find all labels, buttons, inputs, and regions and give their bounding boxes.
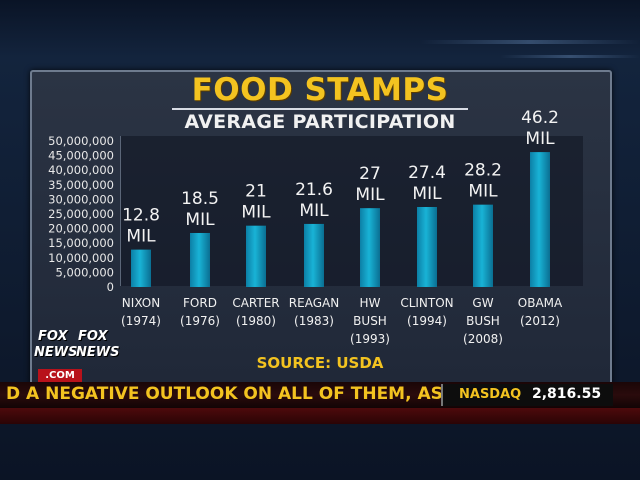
category-label: (1993) — [350, 332, 390, 346]
source-label: SOURCE: USDA — [256, 354, 384, 372]
category-label: OBAMA — [518, 296, 563, 310]
value-labels: 12.8MIL18.5MIL21MIL21.6MIL27MIL27.4MIL28… — [122, 108, 559, 247]
value-label: MIL — [525, 129, 555, 149]
y-tick-label: 25,000,000 — [48, 207, 114, 221]
background-streak — [420, 40, 640, 44]
value-label: 18.5 — [181, 189, 219, 209]
bar — [473, 204, 493, 287]
y-tick-label: 20,000,000 — [48, 222, 114, 236]
category-label: (1974) — [121, 314, 161, 328]
category-label: HW — [360, 296, 381, 310]
category-label: BUSH — [353, 314, 387, 328]
ticker-headline: D A NEGATIVE OUTLOOK ON ALL OF THEM, AS … — [6, 384, 468, 404]
bar — [530, 152, 550, 287]
title-divider — [172, 108, 468, 110]
category-label: GW — [472, 296, 493, 310]
logo-word-fox: FOX — [78, 329, 108, 344]
category-label: BUSH — [466, 314, 500, 328]
y-tick-label: 10,000,000 — [48, 251, 114, 265]
value-label: MIL — [126, 227, 156, 247]
y-tick-label: 45,000,000 — [48, 149, 114, 163]
value-label: 27.4 — [408, 163, 446, 183]
logo-dot-com: .COM — [38, 369, 82, 382]
category-label: FORD — [183, 296, 217, 310]
category-label: (1976) — [180, 314, 220, 328]
category-label: (1980) — [236, 314, 276, 328]
value-label: 46.2 — [521, 108, 559, 128]
y-tick-label: 40,000,000 — [48, 163, 114, 177]
y-tick-label: 5,000,000 — [55, 265, 114, 279]
bars — [131, 152, 550, 287]
y-axis: 05,000,00010,000,00015,000,00020,000,000… — [48, 134, 114, 294]
value-label: MIL — [241, 203, 271, 223]
bar — [131, 249, 151, 287]
category-label: (2012) — [520, 314, 560, 328]
category-label: (1983) — [294, 314, 334, 328]
logo-word-fox: FOX — [38, 329, 68, 344]
logo-word-news: NEWS — [76, 345, 120, 360]
market-index-value: 2,816.55 — [532, 386, 602, 402]
y-tick-label: 30,000,000 — [48, 192, 114, 206]
bar — [417, 206, 437, 287]
value-label: MIL — [468, 182, 498, 202]
value-label: MIL — [299, 201, 329, 221]
x-axis-labels: NIXON (1974) FORD (1976) CARTER (1980) REAGAN (… — [121, 296, 563, 346]
bar — [246, 225, 266, 287]
chart-title: FOOD STAMPS — [191, 72, 449, 108]
category-label: NIXON — [122, 296, 160, 310]
bar — [360, 208, 380, 287]
ticker-bottom-bar — [0, 408, 640, 424]
value-label: 21.6 — [295, 180, 333, 200]
value-label: 28.2 — [464, 161, 502, 181]
bar — [190, 232, 210, 287]
fox-news-logo: FOX FOX NEWS NEWS — [32, 328, 119, 384]
y-tick-label: 0 — [107, 280, 114, 294]
value-label: 21 — [245, 182, 267, 202]
logo-word-news: NEWS — [34, 345, 78, 360]
value-label: MIL — [412, 184, 442, 204]
category-label: CLINTON — [400, 296, 453, 310]
y-tick-label: 35,000,000 — [48, 178, 114, 192]
chart-subtitle: AVERAGE PARTICIPATION — [184, 111, 456, 133]
value-label: MIL — [355, 185, 385, 205]
value-label: MIL — [185, 210, 215, 230]
category-label: (1994) — [407, 314, 447, 328]
y-tick-label: 15,000,000 — [48, 236, 114, 250]
category-label: REAGAN — [289, 296, 339, 310]
market-index-name: NASDAQ — [459, 387, 522, 402]
category-label: (2008) — [463, 332, 503, 346]
bar — [304, 223, 324, 287]
value-label: 27 — [359, 164, 381, 184]
background-streak — [500, 55, 640, 58]
market-ticker: NASDAQ 2,816.55 — [441, 384, 613, 406]
y-tick-label: 50,000,000 — [48, 134, 114, 148]
value-label: 12.8 — [122, 206, 160, 226]
category-label: CARTER — [232, 296, 279, 310]
